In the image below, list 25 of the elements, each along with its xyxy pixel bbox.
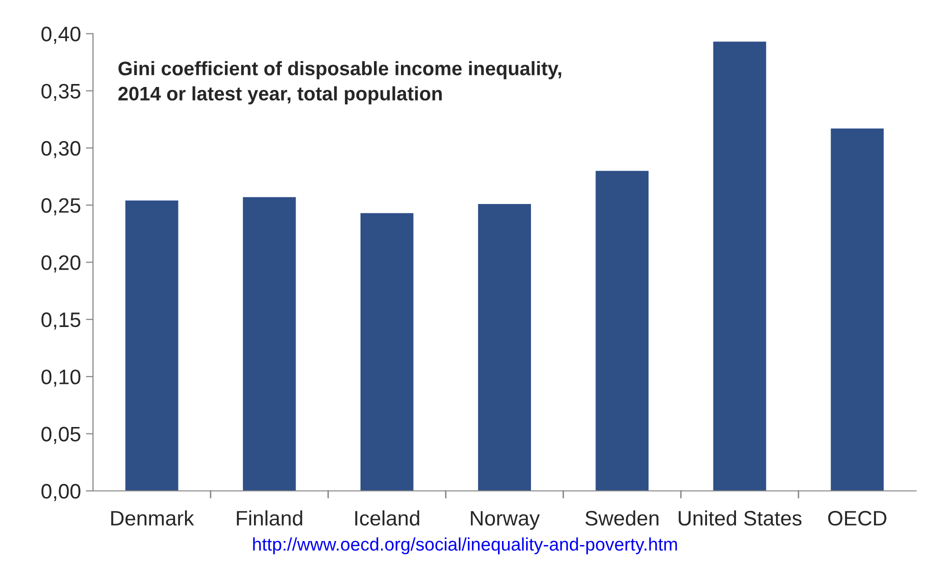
x-tick-label: OECD	[828, 510, 886, 526]
bar	[830, 128, 884, 491]
text: Gini coefficient of disposable income inequality, 2014 or latest year, total population	[118, 61, 562, 104]
bar	[360, 213, 414, 491]
bar	[596, 170, 649, 491]
y-tick-label: 0,40	[41, 26, 80, 44]
y-tick-label: 0,30	[41, 140, 80, 158]
y-tick-label: 0,35	[41, 84, 80, 102]
x-tick-label: Iceland	[355, 510, 420, 526]
bar	[478, 204, 531, 491]
y-tick-label: 0,25	[41, 198, 80, 216]
y-tick-label: 0,20	[41, 255, 80, 272]
y-tick-label: 0,05	[41, 426, 80, 444]
y-tick-label: 0,15	[41, 312, 80, 330]
x-tick-label: Norway	[470, 511, 540, 530]
text: http://www.oecd.org/social/inequality-and-poverty.htm	[253, 537, 677, 554]
x-tick-label: Finland	[236, 510, 302, 526]
bar	[713, 42, 766, 491]
y-tick-label: 0,00	[41, 484, 80, 502]
bar	[125, 200, 178, 491]
x-tick-label: Sweden	[585, 510, 658, 526]
y-tick-label: 0,10	[41, 370, 80, 387]
bar	[242, 197, 296, 491]
x-tick-label: United States	[678, 510, 802, 526]
x-tick-label: Denmark	[111, 510, 194, 526]
